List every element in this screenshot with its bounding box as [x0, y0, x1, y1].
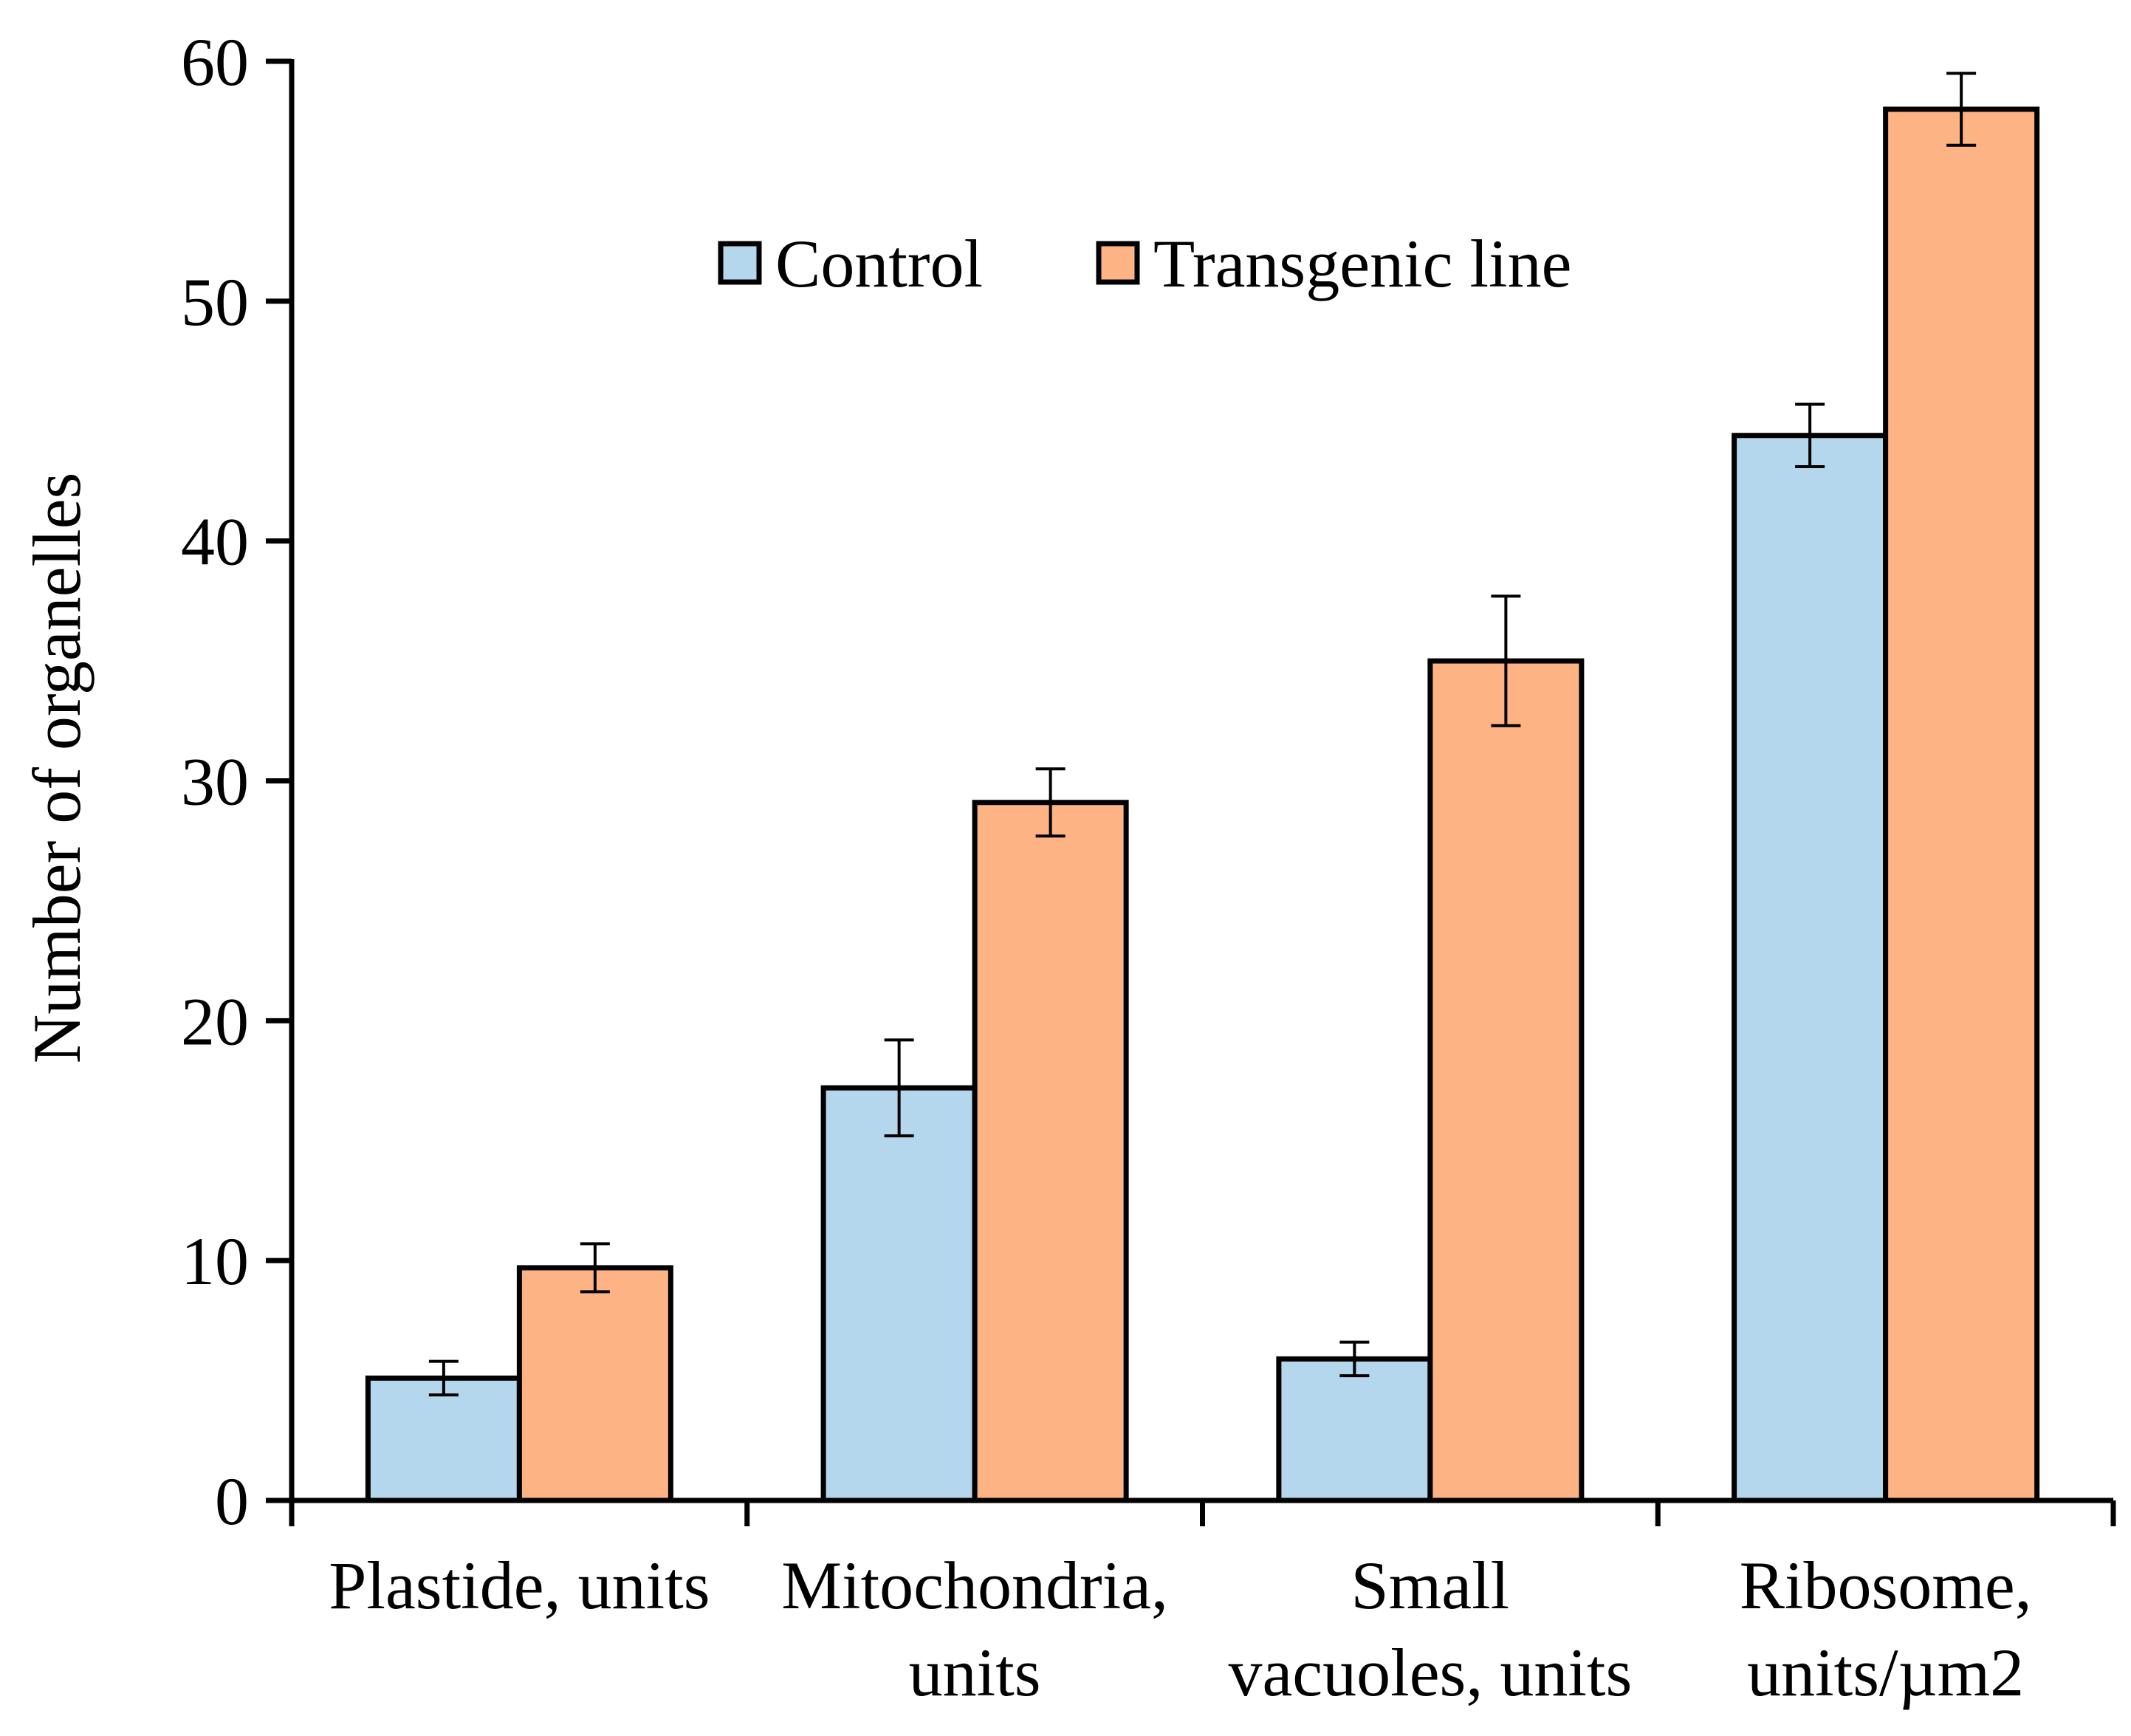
y-tick-label: 30	[181, 744, 249, 820]
y-tick-label: 20	[181, 984, 249, 1059]
error-bar-transgenic-2	[1491, 594, 1521, 727]
legend-item-control: Control	[718, 226, 983, 301]
legend-swatch	[718, 241, 762, 285]
bar-transgenic-2	[1427, 658, 1585, 1503]
bar-control-0	[365, 1375, 522, 1503]
bars-layer	[365, 106, 2040, 1503]
legend: Control Transgenic line	[718, 226, 1571, 301]
bar-transgenic-1	[972, 800, 1129, 1503]
error-bar-transgenic-3	[1946, 72, 1977, 147]
y-tick-label: 50	[181, 264, 249, 340]
legend-label: Control	[775, 226, 983, 301]
bar-control-3	[1732, 433, 1889, 1503]
x-category-label: Small vacuoles, units	[1228, 1548, 1632, 1710]
bar-control-2	[1276, 1356, 1433, 1503]
error-bar-control-0	[428, 1359, 459, 1397]
x-category-label: Plastide, units	[329, 1548, 710, 1623]
y-tick-label: 60	[181, 24, 249, 100]
bar-control-1	[820, 1085, 978, 1503]
y-tick-labels: 0 10 20 30 40 50 60	[181, 24, 249, 1539]
y-tick-label: 10	[181, 1224, 249, 1299]
y-tick-label: 40	[181, 504, 249, 580]
error-bar-control-3	[1795, 402, 1825, 468]
x-category-labels: Plastide, units Mitochondria, units Small va…	[329, 1548, 2031, 1710]
bar-transgenic-0	[516, 1265, 673, 1503]
x-category-label: Ribosome, units/µm2	[1740, 1548, 2032, 1710]
legend-item-transgenic: Transgenic line	[1096, 226, 1571, 301]
legend-label: Transgenic line	[1153, 226, 1571, 301]
y-tick-label: 0	[215, 1464, 249, 1539]
legend-swatch	[1096, 241, 1140, 285]
y-axis-title: Number of organelles	[19, 473, 95, 1064]
x-category-label: Mitochondria, units	[781, 1548, 1168, 1710]
axes-layer	[266, 58, 2116, 1526]
error-bar-control-1	[884, 1038, 914, 1138]
error-bar-transgenic-1	[1035, 767, 1066, 838]
error-bar-transgenic-0	[580, 1242, 610, 1294]
error-bar-control-2	[1339, 1340, 1370, 1378]
bar-transgenic-3	[1883, 106, 2040, 1503]
error-bars-layer	[428, 72, 1977, 1397]
